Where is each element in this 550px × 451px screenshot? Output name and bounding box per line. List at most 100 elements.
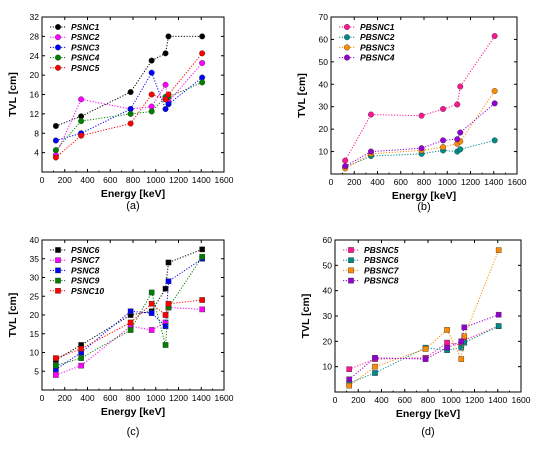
chart-panel-3: 0 200 400 600 800 1000 1200 1400 1600 5 10 15 20 25 30… [7, 235, 234, 438]
y-axis-title: TVL [cm] [296, 73, 308, 118]
data-point [162, 50, 169, 57]
data-point [199, 246, 205, 253]
data-point [422, 346, 429, 352]
data-point [53, 362, 59, 369]
legend-label: PSNC5 [71, 63, 100, 73]
x-tick-label: 1200 [461, 177, 480, 187]
data-point [495, 323, 502, 329]
y-tick-label: 16 [30, 90, 40, 100]
data-point [458, 338, 465, 345]
data-point [440, 137, 447, 144]
data-point [52, 122, 59, 129]
data-point [491, 100, 498, 107]
legend-marker [55, 54, 62, 61]
y-axis-title: TVL [cm] [7, 293, 19, 338]
data-point [418, 112, 425, 119]
x-tick-label: 1000 [146, 393, 165, 403]
legend-marker [348, 267, 354, 274]
legend-label: PBSNC7 [364, 265, 400, 275]
data-point [454, 101, 461, 108]
data-point [440, 105, 447, 112]
chart-panel-4: 0 200 400 600 800 1000 1200 1400 1600 10 20 30 40 50 6… [300, 235, 531, 438]
legend-marker [348, 277, 354, 284]
legend-label: PSNC4 [71, 53, 100, 63]
y-tick-label: 28 [30, 31, 40, 41]
legend-marker [55, 257, 61, 264]
data-point [367, 148, 374, 155]
data-point [444, 339, 450, 346]
data-point [165, 33, 172, 40]
chart-panel-2: 0 200 400 600 800 1000 1200 1400 1600 10 20 30 40 50 6… [296, 12, 527, 213]
series-line-pbsnc4 [344, 102, 496, 167]
data-point [53, 355, 59, 361]
legend-label: PSNC6 [71, 245, 100, 255]
x-tick-label: 0 [40, 393, 45, 403]
y-tick-label: 50 [319, 57, 329, 67]
data-point [199, 79, 206, 86]
y-tick-label: 30 [319, 102, 329, 112]
data-point [162, 106, 169, 113]
legend-label: PBSNC4 [360, 53, 395, 63]
data-point [458, 344, 465, 351]
data-point [148, 289, 155, 296]
panel-caption: (a) [126, 200, 139, 212]
y-tick-label: 30 [30, 273, 40, 283]
x-tick-label: 0 [329, 177, 334, 187]
legend-marker [55, 277, 61, 284]
data-point [444, 344, 450, 351]
data-point [162, 323, 169, 330]
y-tick-label: 32 [30, 12, 40, 22]
x-tick-label: 600 [394, 177, 408, 187]
data-point [495, 311, 502, 318]
data-point [148, 91, 155, 98]
y-tick-label: 12 [30, 109, 40, 119]
y-tick-label: 40 [323, 286, 333, 296]
data-point [52, 137, 59, 144]
data-point [52, 147, 59, 154]
x-tick-label: 1200 [169, 175, 188, 185]
legend-marker [55, 24, 62, 31]
x-tick-label: 800 [126, 175, 140, 185]
x-tick-label: 200 [347, 177, 361, 187]
y-axis-title: TVL [cm] [300, 294, 312, 339]
legend-marker [348, 257, 354, 264]
data-point [491, 137, 498, 144]
data-point [346, 376, 352, 383]
legend-label: PBSNC3 [360, 42, 395, 52]
data-point [127, 110, 134, 117]
data-point [422, 356, 429, 362]
y-tick-label: 40 [30, 235, 40, 245]
legend-label: PSNC7 [71, 255, 101, 265]
data-point [165, 91, 172, 98]
legend-marker [344, 34, 351, 41]
y-tick-label: 4 [34, 148, 39, 158]
x-tick-label: 1000 [438, 177, 457, 187]
legend-label: PSNC3 [71, 42, 100, 52]
y-tick-label: 30 [323, 311, 333, 321]
y-tick-label: 70 [319, 12, 329, 22]
y-axis-title: TVL [cm] [7, 72, 19, 117]
x-tick-label: 400 [370, 177, 384, 187]
x-axis-title: Energy [keV] [396, 408, 460, 420]
x-tick-label: 1200 [465, 395, 484, 405]
data-point [162, 312, 169, 318]
legend-label: PBSNC6 [364, 255, 399, 265]
chart-panel-1: 0 200 400 600 800 1000 1200 1400 1600 4 8 12 16 20 24 2… [7, 12, 234, 212]
data-point [78, 132, 85, 139]
x-tick-label: 0 [40, 175, 45, 185]
x-axis-title: Energy [keV] [101, 406, 165, 418]
data-point [342, 157, 349, 164]
x-tick-label: 1600 [215, 393, 234, 403]
x-tick-label: 1400 [192, 393, 211, 403]
data-point [162, 96, 169, 103]
legend-label: PBSNC1 [360, 22, 395, 32]
data-point [53, 372, 59, 378]
legend-marker [344, 54, 351, 61]
y-tick-label: 35 [30, 254, 40, 264]
data-point [165, 259, 172, 266]
legend-marker [348, 247, 354, 253]
data-point [199, 306, 205, 313]
x-tick-label: 1400 [484, 177, 503, 187]
legend-label: PBSNC5 [364, 245, 399, 255]
